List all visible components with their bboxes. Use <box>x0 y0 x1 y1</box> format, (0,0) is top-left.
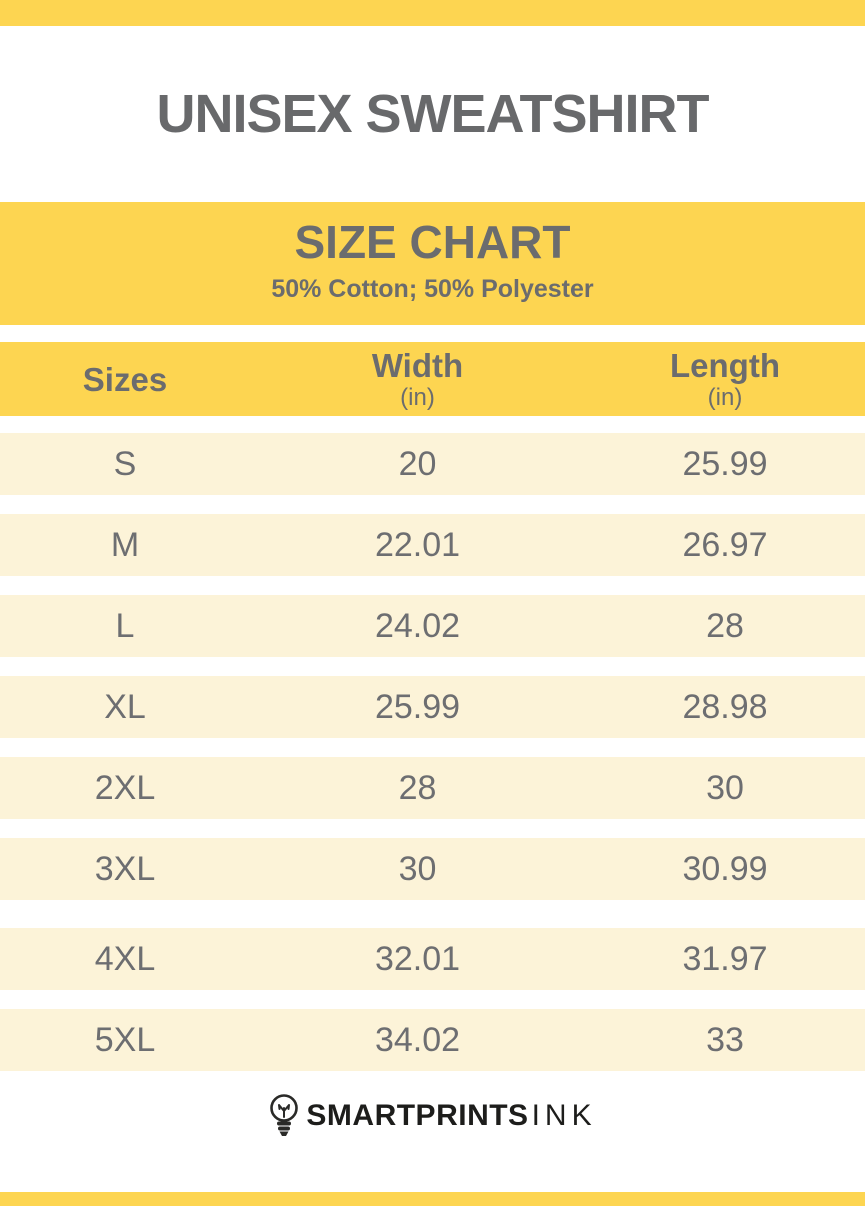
size-cell: L <box>115 606 135 645</box>
size-cell: 3XL <box>94 849 156 888</box>
column-header-width-label: Width <box>371 346 464 384</box>
length-cell: 28 <box>706 606 744 645</box>
length-cell: 28.98 <box>682 687 768 726</box>
table-row: M 22.01 26.97 <box>0 514 865 576</box>
lightbulb-icon <box>268 1093 300 1139</box>
width-cell: 28 <box>398 768 437 807</box>
size-cell: 5XL <box>94 1020 156 1059</box>
length-cell: 30 <box>706 768 744 807</box>
column-header-length-unit: (in) <box>707 383 743 411</box>
table-row: 2XL 28 30 <box>0 757 865 819</box>
size-cell: 2XL <box>94 768 156 807</box>
table-row: 3XL 30 30.99 <box>0 838 865 900</box>
size-cell: S <box>113 444 137 483</box>
size-cell: 4XL <box>94 939 156 978</box>
table-row: L 24.02 28 <box>0 595 865 657</box>
column-header-length: Length (in) <box>585 349 865 410</box>
title-section: UNISEX SWEATSHIRT <box>0 26 865 202</box>
width-cell: 20 <box>398 444 437 483</box>
page-title: UNISEX SWEATSHIRT <box>156 84 709 144</box>
width-cell: 30 <box>398 849 437 888</box>
table-body: S 20 25.99 M 22.01 26.97 L 24.02 28 XL 2… <box>0 433 865 1071</box>
column-header-length-label: Length <box>670 346 780 384</box>
table-row: S 20 25.99 <box>0 433 865 495</box>
column-header-sizes-label: Sizes <box>82 360 168 398</box>
column-header-sizes: Sizes <box>0 363 250 396</box>
width-cell: 25.99 <box>374 687 461 726</box>
spacer <box>0 325 865 342</box>
width-cell: 32.01 <box>374 939 461 978</box>
brand-wordmark: SMARTPRINTS INK <box>306 1099 596 1133</box>
table-header-row: Sizes Width (in) Length (in) <box>0 342 865 416</box>
column-header-width: Width (in) <box>250 349 585 410</box>
size-chart-subtitle: 50% Cotton; 50% Polyester <box>271 275 594 304</box>
size-cell: M <box>110 525 140 564</box>
length-cell: 31.97 <box>682 939 768 978</box>
length-cell: 25.99 <box>682 444 768 483</box>
bottom-accent-bar <box>0 1192 865 1206</box>
table-row: XL 25.99 28.98 <box>0 676 865 738</box>
length-cell: 26.97 <box>682 525 768 564</box>
brand-wordmark-light: INK <box>531 1099 597 1132</box>
table-row: 5XL 34.02 33 <box>0 1009 865 1071</box>
size-cell: XL <box>104 687 146 726</box>
width-cell: 22.01 <box>374 525 461 564</box>
brand-wordmark-bold: SMARTPRINTS <box>306 1099 529 1132</box>
table-row: 4XL 32.01 31.97 <box>0 928 865 990</box>
size-chart-title: SIZE CHART <box>294 216 571 268</box>
width-cell: 24.02 <box>374 606 461 645</box>
size-chart-banner: SIZE CHART 50% Cotton; 50% Polyester <box>0 202 865 325</box>
brand-footer: SMARTPRINTS INK <box>0 1090 865 1142</box>
length-cell: 33 <box>706 1020 744 1059</box>
width-cell: 34.02 <box>374 1020 461 1059</box>
top-accent-bar <box>0 0 865 26</box>
length-cell: 30.99 <box>682 849 768 888</box>
column-header-width-unit: (in) <box>400 383 435 411</box>
